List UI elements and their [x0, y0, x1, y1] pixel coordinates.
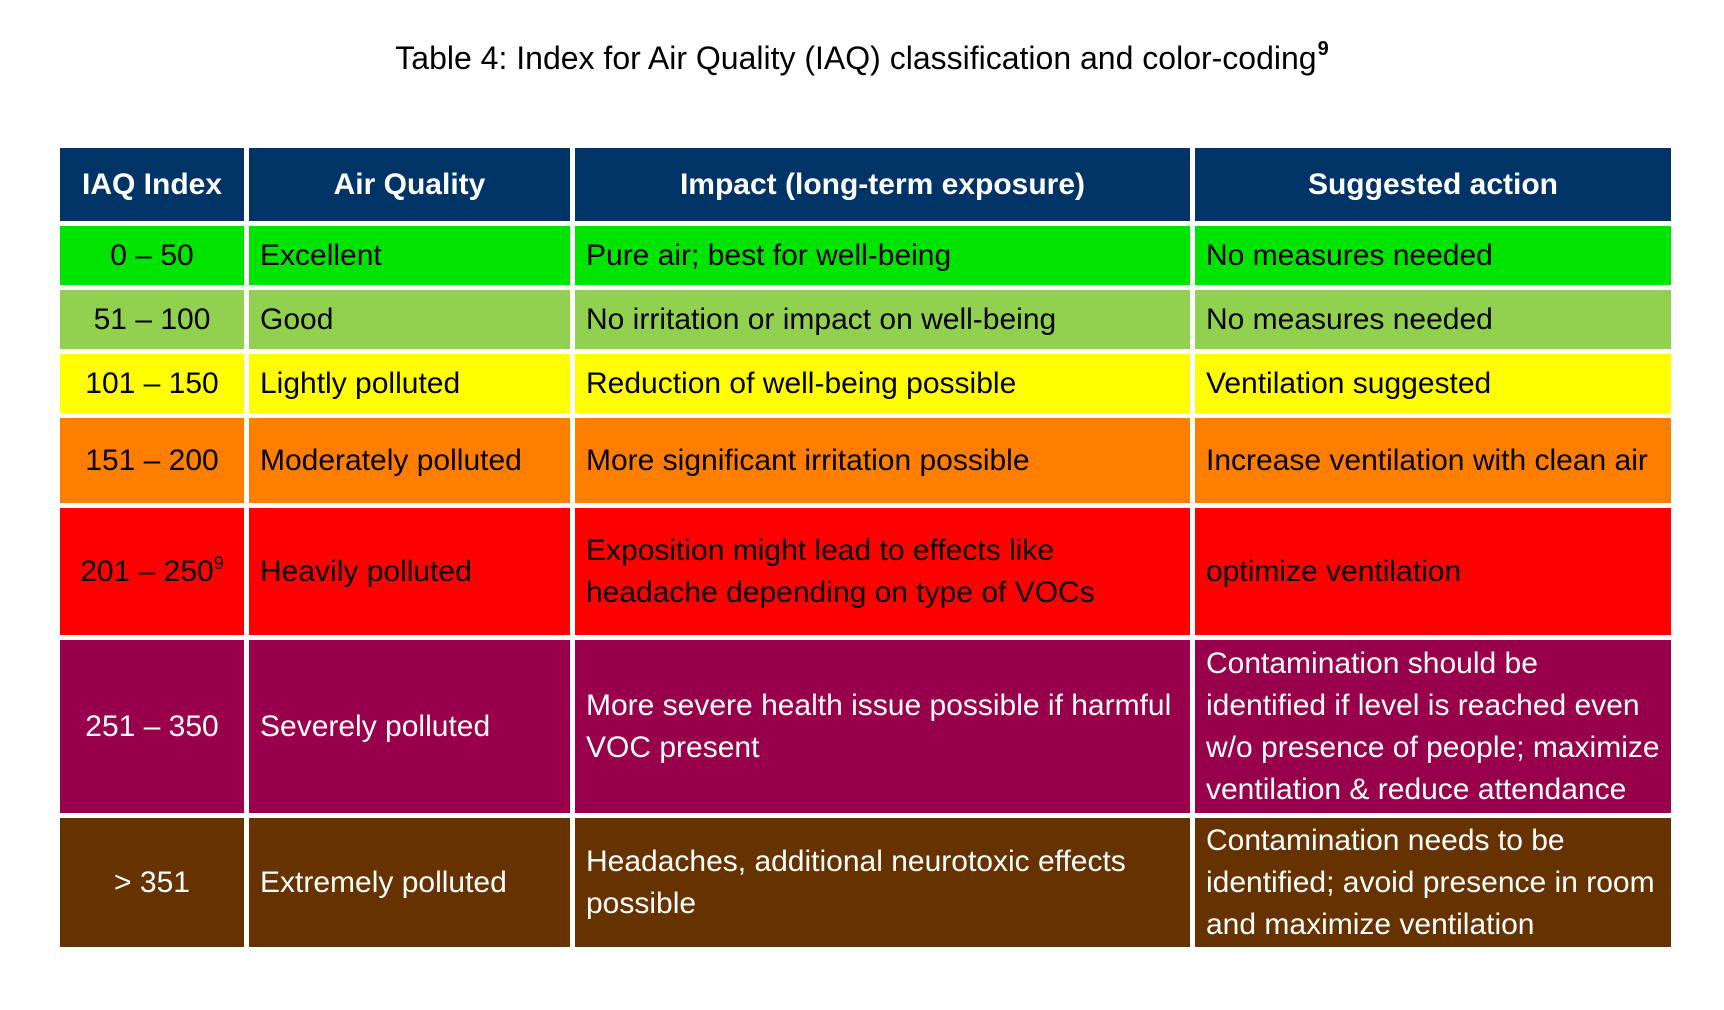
air-quality-cell: Severely polluted	[244, 635, 575, 818]
iaq-index-value: 51 – 100	[93, 302, 211, 336]
iaq-index-note: 9	[213, 552, 224, 573]
iaq-index-value: 251 – 350	[85, 709, 219, 743]
header-iaq-index: IAQ Index	[55, 143, 249, 226]
iaq-index-cell: 151 – 200	[55, 413, 249, 508]
iaq-index-cell: 251 – 350	[55, 635, 249, 818]
action-cell: Increase ventilation with clean air	[1190, 413, 1676, 508]
table-row: 51 – 100 Good No irritation or impact on…	[55, 285, 1676, 354]
header-air-quality: Air Quality	[244, 143, 575, 226]
action-cell: Contamination needs to be identified; av…	[1190, 813, 1676, 952]
iaq-index-value: > 351	[114, 865, 190, 899]
table-header: IAQ Index Air Quality Impact (long-term …	[55, 143, 1676, 226]
header-suggested-action: Suggested action	[1190, 143, 1676, 226]
iaq-index-cell: 201 – 2509	[55, 503, 249, 640]
air-quality-cell: Lightly polluted	[244, 349, 575, 418]
impact-cell: Pure air; best for well-being	[570, 221, 1195, 290]
action-cell: Contamination should be identified if le…	[1190, 635, 1676, 818]
caption-footnote-ref: 9	[1317, 38, 1329, 60]
iaq-index-value: 201 – 250	[80, 554, 214, 588]
impact-cell: No irritation or impact on well-being	[570, 285, 1195, 354]
action-cell: Ventilation suggested	[1190, 349, 1676, 418]
air-quality-cell: Heavily polluted	[244, 503, 575, 640]
iaq-index-cell: 51 – 100	[55, 285, 249, 354]
impact-cell: Exposition might lead to effects like he…	[570, 503, 1195, 640]
iaq-index-value: 101 – 150	[85, 366, 219, 400]
impact-cell: More severe health issue possible if har…	[570, 635, 1195, 818]
action-cell: optimize ventilation	[1190, 503, 1676, 640]
action-cell: No measures needed	[1190, 285, 1676, 354]
impact-cell: Headaches, additional neurotoxic effects…	[570, 813, 1195, 952]
table-row: > 351 Extremely polluted Headaches, addi…	[55, 813, 1676, 952]
iaq-index-value: 0 – 50	[110, 238, 194, 272]
table-row: 151 – 200 Moderately polluted More signi…	[55, 413, 1676, 508]
air-quality-cell: Moderately polluted	[244, 413, 575, 508]
table-row: 201 – 2509 Heavily polluted Exposition m…	[55, 503, 1676, 640]
header-impact: Impact (long-term exposure)	[570, 143, 1195, 226]
iaq-index-cell: 101 – 150	[55, 349, 249, 418]
header-row: IAQ Index Air Quality Impact (long-term …	[55, 143, 1676, 226]
air-quality-cell: Good	[244, 285, 575, 354]
action-cell: No measures needed	[1190, 221, 1676, 290]
table-caption: Table 4: Index for Air Quality (IAQ) cla…	[0, 36, 1724, 80]
table-row: 251 – 350 Severely polluted More severe …	[55, 635, 1676, 818]
iaq-index-cell: 0 – 50	[55, 221, 249, 290]
impact-cell: Reduction of well-being possible	[570, 349, 1195, 418]
table-row: 101 – 150 Lightly polluted Reduction of …	[55, 349, 1676, 418]
caption-text: Table 4: Index for Air Quality (IAQ) cla…	[395, 40, 1317, 76]
iaq-classification-table: IAQ Index Air Quality Impact (long-term …	[55, 143, 1676, 952]
air-quality-cell: Extremely polluted	[244, 813, 575, 952]
iaq-index-value: 151 – 200	[85, 443, 219, 477]
iaq-index-cell: > 351	[55, 813, 249, 952]
table-body: 0 – 50 Excellent Pure air; best for well…	[55, 221, 1676, 952]
impact-cell: More significant irritation possible	[570, 413, 1195, 508]
air-quality-cell: Excellent	[244, 221, 575, 290]
table-row: 0 – 50 Excellent Pure air; best for well…	[55, 221, 1676, 290]
